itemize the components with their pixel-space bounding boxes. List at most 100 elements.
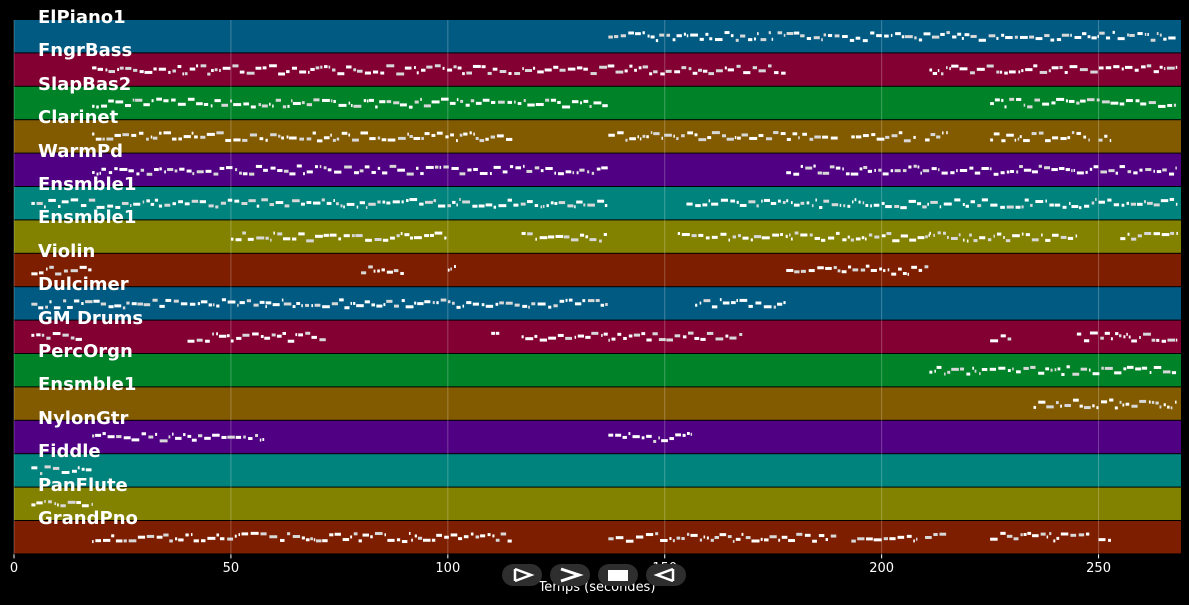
note (699, 538, 703, 542)
track-label[interactable]: PanFlute (38, 474, 128, 496)
note (821, 38, 823, 42)
track-label[interactable]: NylonGtr (38, 407, 129, 429)
track-label[interactable]: Dulcimer (38, 274, 129, 296)
track-label[interactable]: Ensmble1 (38, 207, 137, 229)
note (1114, 371, 1122, 375)
note (269, 535, 278, 539)
note (962, 203, 965, 207)
note (1067, 136, 1071, 140)
note (334, 532, 341, 536)
note (934, 369, 936, 373)
note (417, 302, 424, 306)
track-label[interactable]: Fiddle (38, 441, 101, 463)
track-label[interactable]: FngrBass (38, 40, 133, 62)
back-button[interactable] (646, 564, 686, 586)
note (122, 133, 129, 137)
note (332, 68, 336, 72)
note (1051, 101, 1056, 105)
note (736, 299, 738, 303)
track-label[interactable]: GrandPno (38, 508, 138, 529)
note (913, 539, 915, 543)
track-label[interactable]: Clarinet (38, 107, 119, 129)
note (758, 134, 764, 138)
note (521, 335, 524, 339)
note (95, 433, 102, 437)
note (1123, 335, 1126, 339)
stop-button[interactable] (598, 564, 638, 586)
note (364, 165, 370, 169)
note (736, 200, 739, 204)
note (780, 233, 783, 237)
note (438, 204, 446, 208)
note (1122, 403, 1125, 407)
note (1160, 199, 1169, 203)
note (249, 133, 258, 137)
note (596, 167, 601, 171)
note (1083, 406, 1091, 410)
note (570, 238, 579, 242)
note (526, 169, 533, 173)
track-label[interactable]: Ensmble1 (38, 374, 137, 396)
note (182, 72, 184, 76)
note (842, 238, 847, 242)
note (315, 234, 323, 238)
note (1027, 105, 1033, 109)
note (719, 533, 727, 537)
track-label[interactable]: WarmPd (38, 140, 124, 162)
note (396, 538, 401, 542)
note (409, 198, 418, 202)
note (522, 67, 524, 71)
note (883, 537, 888, 541)
note (829, 165, 835, 169)
note (57, 503, 59, 507)
note (383, 303, 386, 307)
note (1058, 167, 1065, 171)
note (204, 436, 211, 440)
note (539, 338, 548, 342)
note (574, 302, 582, 306)
note (1148, 400, 1151, 404)
note (193, 539, 199, 543)
note (1143, 332, 1151, 336)
note (1065, 99, 1069, 103)
note (62, 333, 69, 337)
note (261, 198, 268, 202)
note (114, 133, 121, 137)
track-label[interactable]: PercOrgn (38, 341, 133, 362)
track-label[interactable]: SlapBas2 (38, 73, 132, 95)
note (260, 335, 264, 339)
note (463, 535, 469, 539)
play-button[interactable] (502, 564, 542, 586)
note (768, 64, 772, 68)
track-label[interactable]: ElPiano1 (38, 7, 126, 28)
note (691, 234, 697, 238)
note (48, 198, 56, 202)
note (287, 104, 290, 108)
note (976, 67, 985, 71)
note (1027, 531, 1032, 535)
note (1117, 37, 1125, 41)
note (414, 301, 417, 305)
note (263, 168, 268, 172)
note (492, 534, 495, 538)
note (1062, 205, 1067, 209)
note (546, 204, 549, 208)
track-label[interactable]: Ensmble1 (38, 174, 137, 195)
note (459, 172, 466, 176)
note (281, 298, 284, 302)
note (554, 201, 558, 205)
track-label[interactable]: GM Drums (38, 307, 144, 329)
note (284, 204, 290, 208)
track-label[interactable]: Violin (38, 240, 96, 262)
note (343, 234, 350, 238)
note (952, 35, 957, 39)
forward-button[interactable] (550, 564, 590, 586)
note (407, 132, 409, 136)
note (138, 131, 144, 135)
note (933, 533, 938, 537)
note (436, 131, 443, 135)
note (1040, 532, 1046, 536)
note (895, 32, 901, 36)
note (431, 538, 436, 542)
